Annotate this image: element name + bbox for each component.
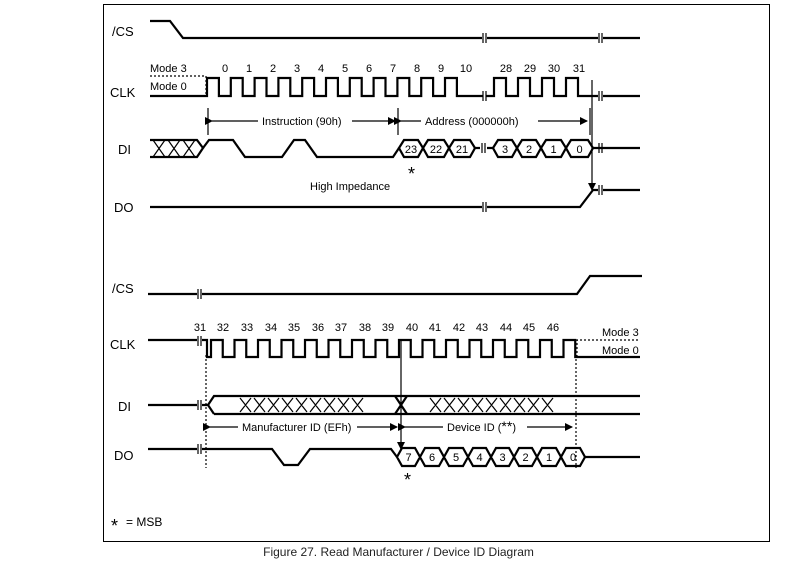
cs-waveform-bottom (148, 274, 642, 296)
legend-msb-text: = MSB (126, 515, 162, 529)
clk-number-bottom: 35 (288, 322, 300, 334)
device-bit: 3 (499, 452, 505, 464)
clk-waveform-top (150, 76, 640, 98)
clk-number-top: 29 (524, 63, 536, 75)
do-label-top: DO (114, 200, 134, 215)
address-bits: 23 22 21 3 2 1 0 (397, 138, 595, 159)
clk-number-bottom: 34 (265, 322, 277, 334)
clk-number-bottom: 36 (312, 322, 324, 334)
di-label-top: DI (118, 142, 131, 157)
di-dont-care-bottom (202, 394, 640, 416)
clk-number-bottom: 43 (476, 322, 488, 334)
clk-number-bottom: 38 (359, 322, 371, 334)
clk-number-top: 9 (438, 63, 444, 75)
clk-number-top: 10 (460, 63, 472, 75)
clk-number-top: 30 (548, 63, 560, 75)
clk-number-bottom: 33 (241, 322, 253, 334)
mode0-label-top: Mode 0 (150, 81, 187, 93)
clk-number-bottom: 40 (406, 322, 418, 334)
instruction-label: Instruction (90h) (262, 116, 341, 128)
device-id-bits: 7 6 5 4 3 2 1 0 (395, 446, 587, 468)
di-label-bottom: DI (118, 399, 131, 414)
clk-number-bottom: 42 (453, 322, 465, 334)
clk-number-bottom: 44 (500, 322, 512, 334)
figure-caption: Figure 27. Read Manufacturer / Device ID… (263, 545, 534, 559)
di-dont-care-top (150, 138, 205, 159)
clk-numbers-top: 0 1 2 3 4 5 6 7 8 9 10 28 29 30 31 (222, 63, 585, 75)
do-label-bottom: DO (114, 448, 134, 463)
break-mark (482, 185, 603, 212)
address-bit: 1 (550, 144, 556, 156)
cs-label-top: /CS (112, 24, 134, 39)
clk-number-bottom: 39 (382, 322, 394, 334)
clk-number-bottom: 32 (217, 322, 229, 334)
address-bit: 0 (576, 144, 582, 156)
clk-label-bottom: CLK (110, 337, 136, 352)
device-bit-cells (395, 446, 587, 468)
break-mark (197, 289, 202, 299)
clk-label-top: CLK (110, 85, 136, 100)
clk-number-bottom: 46 (547, 322, 559, 334)
break-mark (482, 33, 603, 43)
break-mark (197, 336, 202, 346)
clk-number-bottom: 45 (523, 322, 535, 334)
break-mark (197, 444, 202, 454)
device-label: Device ID (**) (447, 418, 516, 434)
address-label: Address (000000h) (425, 116, 519, 128)
cs-label-bottom: /CS (112, 281, 134, 296)
clk-number-top: 28 (500, 63, 512, 75)
mode3-label-top: Mode 3 (150, 63, 187, 75)
do-waveform-top (150, 188, 640, 209)
manufacturer-label: Manufacturer ID (EFh) (242, 422, 351, 434)
break-mark (598, 143, 603, 153)
address-bit: 23 (405, 144, 417, 156)
device-bit: 4 (476, 452, 482, 464)
clk-waveform-bottom (148, 338, 640, 359)
address-bit: 21 (456, 144, 468, 156)
device-bit: 5 (453, 452, 459, 464)
clk-number-top: 5 (342, 63, 348, 75)
high-impedance-label: High Impedance (310, 181, 390, 193)
device-bit: 0 (570, 452, 576, 464)
msb-marker-bottom: * (404, 470, 411, 490)
clk-number-top: 0 (222, 63, 228, 75)
cs-waveform-top (150, 19, 640, 40)
clk-number-bottom: 31 (194, 322, 206, 334)
clk-number-top: 1 (246, 63, 252, 75)
mode0-label-bottom: Mode 0 (602, 345, 639, 357)
address-bit: 3 (502, 144, 508, 156)
clk-mode3-dashed-bottom (576, 339, 640, 357)
clk-number-top: 2 (270, 63, 276, 75)
clk-number-top: 31 (573, 63, 585, 75)
clk-number-top: 3 (294, 63, 300, 75)
device-bit: 2 (522, 452, 528, 464)
di-instruction-waveform (202, 138, 400, 159)
do-manufacturer-waveform (202, 447, 398, 467)
device-bit: 1 (546, 452, 552, 464)
clk-number-bottom: 37 (335, 322, 347, 334)
dont-care-marks (239, 397, 554, 413)
mode3-label-bottom: Mode 3 (602, 327, 639, 339)
address-bit: 2 (526, 144, 532, 156)
address-bit: 22 (430, 144, 442, 156)
clk-number-top: 7 (390, 63, 396, 75)
clk-number-top: 8 (414, 63, 420, 75)
clk-number-top: 4 (318, 63, 324, 75)
clk-number-bottom: 41 (429, 322, 441, 334)
device-bit: 6 (429, 452, 435, 464)
msb-marker-top: * (408, 164, 415, 184)
break-mark (197, 400, 202, 410)
diagram-frame (103, 4, 770, 542)
clk-numbers-bottom: 31 32 33 34 35 36 37 38 39 40 41 42 43 44 45 46 (194, 322, 559, 334)
clk-number-top: 6 (366, 63, 372, 75)
address-bit-cells (397, 138, 595, 159)
device-bit: 7 (405, 452, 411, 464)
legend-star: * (111, 516, 118, 536)
